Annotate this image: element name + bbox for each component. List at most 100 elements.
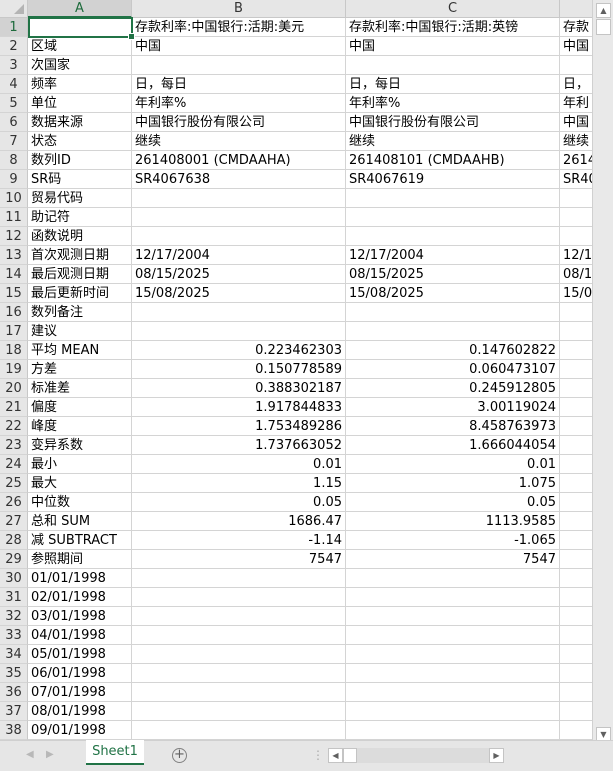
cell[interactable]: SR4067619: [346, 170, 560, 189]
cell[interactable]: 06/01/1998: [28, 664, 132, 683]
cell[interactable]: 最后更新时间: [28, 284, 132, 303]
row-header[interactable]: 25: [0, 474, 28, 493]
cell[interactable]: SR4067638: [132, 170, 346, 189]
row-header[interactable]: 14: [0, 265, 28, 284]
cell[interactable]: 7547: [346, 550, 560, 569]
cell[interactable]: 1.666044054: [346, 436, 560, 455]
cell[interactable]: 15/0: [560, 284, 592, 303]
cell[interactable]: 3.00119024: [346, 398, 560, 417]
cell[interactable]: [560, 531, 592, 550]
row-header[interactable]: 37: [0, 702, 28, 721]
cell[interactable]: [132, 645, 346, 664]
row-header[interactable]: 1: [0, 18, 28, 37]
cell[interactable]: 09/01/1998: [28, 721, 132, 740]
cell[interactable]: SR40: [560, 170, 592, 189]
cell[interactable]: 12/17/2004: [132, 246, 346, 265]
row-header[interactable]: 8: [0, 151, 28, 170]
cell[interactable]: 0.05: [346, 493, 560, 512]
row-header[interactable]: 29: [0, 550, 28, 569]
cell[interactable]: 1113.9585: [346, 512, 560, 531]
cell[interactable]: 0.223462303: [132, 341, 346, 360]
cell[interactable]: [560, 398, 592, 417]
row-header[interactable]: 18: [0, 341, 28, 360]
cell[interactable]: [560, 512, 592, 531]
cell[interactable]: 12/17/2004: [346, 246, 560, 265]
cell[interactable]: 03/01/1998: [28, 607, 132, 626]
cell[interactable]: 中国: [560, 37, 592, 56]
sheet-tab-sheet1[interactable]: Sheet1: [86, 740, 144, 765]
cell[interactable]: [560, 56, 592, 75]
cell[interactable]: 0.388302187: [132, 379, 346, 398]
cell[interactable]: 中国: [132, 37, 346, 56]
cell[interactable]: 01/01/1998: [28, 569, 132, 588]
cell[interactable]: [132, 607, 346, 626]
cell[interactable]: 05/01/1998: [28, 645, 132, 664]
cell[interactable]: 0.01: [346, 455, 560, 474]
cell[interactable]: 中国: [346, 37, 560, 56]
cell[interactable]: [560, 645, 592, 664]
column-header[interactable]: C: [346, 0, 560, 18]
cell[interactable]: 区域: [28, 37, 132, 56]
cell[interactable]: 1.737663052: [132, 436, 346, 455]
cell[interactable]: [560, 379, 592, 398]
row-header[interactable]: 10: [0, 189, 28, 208]
cell[interactable]: [132, 208, 346, 227]
cell[interactable]: 08/15/2025: [346, 265, 560, 284]
cell[interactable]: 总和 SUM: [28, 512, 132, 531]
cell[interactable]: 07/01/1998: [28, 683, 132, 702]
cell[interactable]: [132, 569, 346, 588]
cell[interactable]: [346, 721, 560, 740]
cell[interactable]: 函数说明: [28, 227, 132, 246]
cell[interactable]: [346, 208, 560, 227]
cell[interactable]: [132, 664, 346, 683]
horizontal-scroll-thumb[interactable]: [343, 748, 357, 763]
cell[interactable]: 中位数: [28, 493, 132, 512]
cell[interactable]: [346, 322, 560, 341]
cell[interactable]: 最后观测日期: [28, 265, 132, 284]
row-header[interactable]: 36: [0, 683, 28, 702]
cell[interactable]: 年利率%: [132, 94, 346, 113]
cell[interactable]: 数据来源: [28, 113, 132, 132]
row-header[interactable]: 19: [0, 360, 28, 379]
cell[interactable]: 平均 MEAN: [28, 341, 132, 360]
cell[interactable]: [346, 664, 560, 683]
cell[interactable]: [560, 436, 592, 455]
cell[interactable]: [132, 56, 346, 75]
cell[interactable]: [132, 626, 346, 645]
horizontal-scrollbar[interactable]: ◀ ▶: [328, 748, 504, 763]
row-header[interactable]: 6: [0, 113, 28, 132]
cell[interactable]: [560, 588, 592, 607]
vertical-scrollbar[interactable]: ▲ ▼: [592, 0, 613, 745]
cell[interactable]: [560, 303, 592, 322]
cell[interactable]: 存款: [560, 18, 592, 37]
cell[interactable]: 继续: [560, 132, 592, 151]
cell[interactable]: [560, 227, 592, 246]
row-header[interactable]: 21: [0, 398, 28, 417]
cell[interactable]: 日，: [560, 75, 592, 94]
cell[interactable]: [560, 702, 592, 721]
scroll-left-arrow-icon[interactable]: ◀: [328, 748, 343, 763]
cell[interactable]: [560, 360, 592, 379]
row-header[interactable]: 17: [0, 322, 28, 341]
cell[interactable]: 1.753489286: [132, 417, 346, 436]
row-header[interactable]: 23: [0, 436, 28, 455]
cell[interactable]: 中国银行股份有限公司: [346, 113, 560, 132]
cell[interactable]: [560, 569, 592, 588]
cell[interactable]: 日，每日: [132, 75, 346, 94]
add-sheet-icon[interactable]: +: [172, 748, 187, 763]
row-header[interactable]: 2: [0, 37, 28, 56]
cell[interactable]: 12/1: [560, 246, 592, 265]
cell[interactable]: 存款利率:中国银行:活期:英镑: [346, 18, 560, 37]
prev-sheet-icon[interactable]: ◀: [26, 749, 34, 760]
cell[interactable]: 年利率%: [346, 94, 560, 113]
cell[interactable]: [346, 626, 560, 645]
cell[interactable]: 次国家: [28, 56, 132, 75]
row-header[interactable]: 31: [0, 588, 28, 607]
cell[interactable]: 1686.47: [132, 512, 346, 531]
cell[interactable]: 7547: [132, 550, 346, 569]
row-header[interactable]: 28: [0, 531, 28, 550]
cell[interactable]: [560, 664, 592, 683]
cell[interactable]: [560, 322, 592, 341]
cell[interactable]: 继续: [346, 132, 560, 151]
row-header[interactable]: 30: [0, 569, 28, 588]
